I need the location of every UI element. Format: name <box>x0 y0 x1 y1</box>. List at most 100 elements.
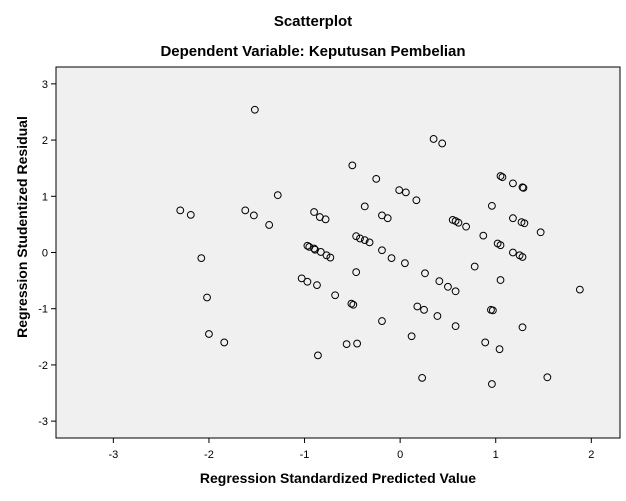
scatter-point <box>518 253 527 261</box>
scatter-point <box>488 380 496 388</box>
scatter-point <box>186 210 195 219</box>
scatter-point <box>454 218 463 227</box>
y-tick-label: -1 <box>38 304 48 316</box>
scatter-point <box>205 330 213 338</box>
scatter-point <box>331 291 340 300</box>
scatter-point <box>303 241 312 250</box>
scatter-point <box>401 188 410 197</box>
scatter-point <box>444 282 452 291</box>
scatter-point <box>451 287 460 296</box>
scatter-point <box>378 317 386 325</box>
y-axis: -3 -2 -1 0 1 2 3 <box>38 79 56 428</box>
scatter-point <box>360 236 369 245</box>
y-tick-label: 1 <box>42 191 48 203</box>
scatter-point <box>378 246 386 255</box>
scatter-point <box>273 191 282 200</box>
scatter-point <box>321 215 330 224</box>
scatter-points <box>176 105 584 388</box>
scatter-point <box>203 293 211 302</box>
scatter-point <box>488 201 496 210</box>
scatter-point <box>407 332 416 341</box>
scatter-point <box>451 322 460 331</box>
scatter-point <box>479 231 488 240</box>
scatter-point <box>509 214 517 223</box>
scatter-point <box>520 219 529 228</box>
scatter-point <box>575 285 584 294</box>
x-tick-label: 2 <box>588 449 594 461</box>
y-axis-label: Regression Studentized Residual <box>14 116 30 338</box>
scatter-point <box>265 221 274 229</box>
y-tick-label: 2 <box>42 135 48 147</box>
y-tick-label: 3 <box>42 79 48 91</box>
scatter-point <box>433 312 442 320</box>
scatter-point <box>313 281 321 290</box>
x-axis-label: Regression Standardized Predicted Value <box>199 470 477 486</box>
scatter-point <box>421 269 429 278</box>
x-tick-label: 0 <box>397 449 403 461</box>
x-tick-label: 1 <box>493 449 499 461</box>
y-tick-label: -2 <box>38 360 48 372</box>
scatter-point <box>418 373 427 382</box>
scatter-point <box>347 299 356 308</box>
scatter-point <box>297 274 306 283</box>
x-tick-label: -3 <box>108 449 118 461</box>
scatter-point <box>352 268 361 277</box>
scatter-point <box>536 228 545 237</box>
scatter-point <box>356 234 364 243</box>
scatter-point <box>395 186 404 195</box>
scatter-point <box>310 244 319 253</box>
scatter-point <box>413 302 422 311</box>
scatter-point <box>372 174 381 183</box>
x-axis: -3 -2 -1 0 1 2 <box>108 438 594 461</box>
scatter-point <box>387 254 396 263</box>
scatter-point <box>353 339 362 348</box>
scatter-point <box>498 173 507 182</box>
scatter-point <box>438 139 447 148</box>
x-tick-label: -1 <box>300 449 310 461</box>
scatter-point <box>496 172 505 180</box>
scatter-point <box>518 323 527 332</box>
scatter-point <box>303 277 312 286</box>
scatter-point <box>316 248 325 256</box>
scatter-point <box>360 202 369 211</box>
scatter-point <box>519 183 528 192</box>
scatter-point <box>365 238 374 247</box>
scatter-point <box>496 276 505 284</box>
scatter-point <box>509 248 517 257</box>
scatter-point <box>429 135 438 143</box>
scatter-point <box>481 338 490 347</box>
chart-subtitle: Dependent Variable: Keputusan Pembelian <box>160 43 466 60</box>
scatter-point <box>401 259 409 268</box>
scatter-point <box>352 232 361 241</box>
scatter-point <box>326 253 335 262</box>
scatter-point <box>435 277 444 286</box>
scatter-point <box>543 373 552 382</box>
scatter-point <box>420 305 428 314</box>
chart-title: Scatterplot <box>273 13 353 30</box>
scatter-point <box>348 161 357 170</box>
scatter-point <box>249 211 258 220</box>
scatter-point <box>241 206 250 215</box>
scatter-point <box>220 338 229 347</box>
scatter-point <box>383 214 392 223</box>
scatter-point <box>322 251 331 260</box>
plot-background <box>55 66 621 439</box>
scatter-point <box>509 179 517 188</box>
scatter-point <box>496 241 505 250</box>
scatter-point <box>470 262 479 271</box>
scatter-point <box>488 306 497 315</box>
scatter-point <box>462 222 470 231</box>
scatter-point <box>250 105 259 114</box>
scatter-point <box>310 208 319 216</box>
scatter-point <box>495 345 504 354</box>
y-tick-label: -3 <box>38 416 48 428</box>
scatter-point <box>412 196 421 205</box>
scatter-point <box>342 340 351 349</box>
scatter-point <box>349 300 358 309</box>
scatter-point <box>197 254 206 263</box>
x-tick-label: -2 <box>204 449 214 461</box>
scatter-point <box>176 206 185 215</box>
scatter-point <box>314 351 322 360</box>
